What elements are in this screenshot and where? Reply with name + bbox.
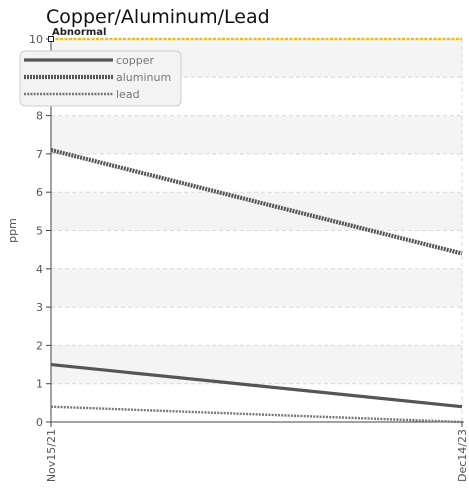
legend-label-aluminum: aluminum — [116, 71, 171, 84]
y-tick-label: 6 — [36, 186, 43, 199]
y-tick-label: 0 — [36, 416, 43, 429]
plot-band — [51, 345, 462, 384]
series-line-lead — [50, 405, 463, 424]
threshold-marker — [48, 36, 54, 42]
legend-label-lead: lead — [116, 88, 140, 101]
y-tick-label: 10 — [29, 33, 43, 46]
y-tick-label: 2 — [36, 339, 43, 352]
x-tick-label: Nov15/21 — [45, 429, 58, 482]
y-tick-label: 5 — [36, 225, 43, 238]
plot-band — [51, 192, 462, 231]
series-line-copper — [50, 362, 463, 409]
series-line-aluminum — [50, 148, 463, 256]
plot-band — [51, 115, 462, 154]
legend: copper aluminum lead — [19, 50, 182, 107]
y-tick-label: 1 — [36, 378, 43, 391]
x-tick-label: Dec14/23 — [456, 429, 469, 482]
legend-label-copper: copper — [116, 54, 155, 67]
y-tick-label: 8 — [36, 110, 43, 123]
y-tick-label: 7 — [36, 148, 43, 161]
y-tick-label: 3 — [36, 301, 43, 314]
threshold-label: Abnormal — [52, 27, 106, 38]
plot-band — [51, 268, 462, 308]
y-axis-title: ppm — [6, 218, 19, 243]
y-tick-label: 4 — [36, 263, 43, 276]
chart-title: Copper/Aluminum/Lead — [46, 6, 270, 28]
